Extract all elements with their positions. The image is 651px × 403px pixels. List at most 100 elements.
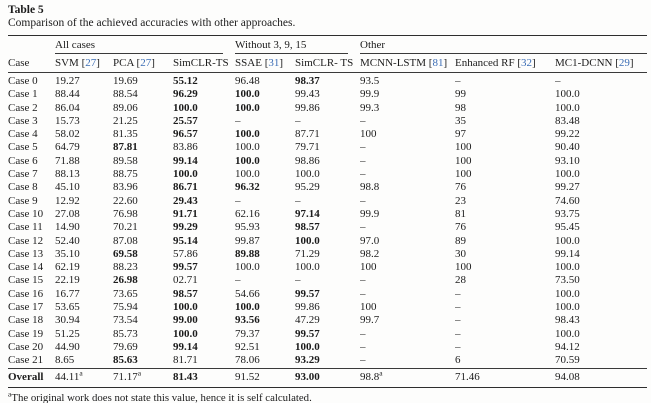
cell: –	[360, 141, 366, 154]
group-header: All cases	[55, 36, 235, 54]
cell: 93.29	[295, 354, 320, 367]
cell: 44.11a	[55, 367, 113, 388]
cell: 99.86	[295, 301, 320, 314]
column-header: PCA [27]	[113, 54, 173, 73]
cell: 52.40	[55, 234, 80, 247]
cell: 30	[455, 247, 467, 260]
cell: 70.21	[113, 221, 138, 234]
cell: 51.25	[55, 327, 80, 340]
cell: –	[455, 301, 461, 314]
cell: 99.57	[295, 287, 320, 300]
row-label: Case 6	[8, 154, 38, 167]
cell: 57.86	[173, 247, 198, 260]
cell: 98.57	[173, 287, 198, 300]
citation-ref[interactable]: 32	[521, 57, 533, 69]
cell: 58.02	[55, 128, 80, 141]
cell: –	[455, 340, 461, 353]
table-caption: Comparison of the achieved accuracies wi…	[8, 17, 296, 29]
cell: 99.14	[173, 340, 198, 353]
cell: 02.71	[173, 274, 198, 287]
cell: 88.54	[113, 88, 138, 101]
row-label: Case 17	[8, 301, 44, 314]
cell: –	[555, 75, 561, 87]
cell: 79.69	[113, 340, 138, 353]
cell: 99.43	[295, 88, 320, 101]
cell: 26.98	[113, 274, 138, 287]
cell: –	[360, 354, 366, 367]
group-header-spacer	[8, 36, 55, 55]
table-row: Case 20 44.90 79.69 99.14 92.51 100.0 – – 94.12	[8, 341, 647, 354]
cell: 62.16	[235, 207, 260, 220]
cell: 83.86	[173, 141, 198, 154]
cell: 98.2	[360, 247, 380, 260]
column-header: SVM [27]	[55, 54, 113, 73]
cell: 87.71	[295, 128, 320, 141]
cell: –	[360, 327, 366, 340]
cell: 100.0	[235, 261, 260, 274]
cell: 78.06	[235, 354, 260, 367]
cell: –	[235, 194, 241, 207]
row-label: Case 21	[8, 354, 44, 367]
cell: 93.5	[360, 75, 380, 87]
accuracy-table: All cases Without 3, 9, 15 Other Case SVM …	[8, 35, 648, 388]
group-header: Other	[360, 36, 648, 54]
table-row: Case 19 51.25 85.73 100.0 79.37 99.57 – – 100.0	[8, 328, 647, 341]
cell: 98.57	[295, 221, 320, 234]
footnote: aThe original work does not state this v…	[8, 390, 647, 403]
row-label: Case 14	[8, 261, 44, 274]
cell: 100.0	[295, 168, 320, 181]
citation-ref[interactable]: 81	[432, 57, 444, 69]
citation-ref[interactable]: 29	[618, 57, 630, 69]
cell: 69.58	[113, 247, 138, 260]
cell: 79.37	[235, 327, 260, 340]
cell: 96.32	[235, 181, 260, 194]
footnote-ref: a	[379, 368, 383, 378]
cell: 100.0	[295, 234, 320, 247]
cell: 100.0	[235, 168, 260, 181]
cell: 100.0	[173, 301, 198, 314]
cell: –	[360, 221, 366, 234]
cell: 12.92	[55, 194, 80, 207]
cell: 81.35	[113, 128, 138, 141]
cell: 71.46	[455, 367, 556, 388]
cell: 100	[360, 261, 377, 274]
cell: 98.37	[295, 75, 320, 87]
cell: –	[455, 327, 461, 340]
cell: 99.7	[360, 314, 380, 327]
cell: 22.19	[55, 274, 80, 287]
table-row: Case 5 64.79 87.81 83.86 100.0 79.71 – 100 90.40	[8, 141, 647, 154]
column-header: SSAE [31]	[235, 54, 296, 73]
cell: 100	[455, 154, 472, 167]
cell: 88.23	[113, 261, 138, 274]
table-row: Case 2 86.04 89.06 100.0 100.0 99.86 99.3 98 100…	[8, 102, 647, 115]
cell: 100.0	[173, 168, 198, 181]
cell: 88.75	[113, 168, 138, 181]
cell: 85.63	[113, 354, 138, 367]
cell: 29.43	[173, 194, 198, 207]
cell: 98	[455, 101, 467, 114]
table-row: Case 0 19.27 19.69 55.12 96.48 98.37 93.5 – –	[8, 73, 647, 89]
column-header: Enhanced RF [32]	[455, 54, 556, 73]
cell: 100.0	[555, 327, 580, 340]
cell: 19.27	[55, 75, 80, 87]
cell: –	[360, 194, 366, 207]
citation-ref[interactable]: 31	[268, 57, 280, 69]
citation-ref[interactable]: 27	[85, 57, 97, 69]
cell: –	[295, 274, 301, 287]
row-label: Case 1	[8, 88, 38, 101]
cell: 23	[455, 194, 467, 207]
row-label: Case 19	[8, 327, 44, 340]
cell: 81	[455, 207, 467, 220]
cell: 89.58	[113, 154, 138, 167]
table-row: Case 4 58.02 81.35 96.57 100.0 87.71 100 97 99.2…	[8, 128, 647, 141]
cell: 27.08	[55, 207, 80, 220]
cell: 93.75	[555, 207, 580, 220]
table-row: Case 1 88.44 88.54 96.29 100.0 99.43 99.9 99 100…	[8, 88, 647, 101]
cell: 99.27	[555, 181, 580, 194]
citation-ref[interactable]: 27	[140, 57, 152, 69]
cell: 99.87	[235, 234, 260, 247]
column-header: MC1-DCNN [29]	[555, 54, 648, 73]
cell: 99.9	[360, 88, 380, 101]
cell: 91.52	[235, 367, 296, 388]
